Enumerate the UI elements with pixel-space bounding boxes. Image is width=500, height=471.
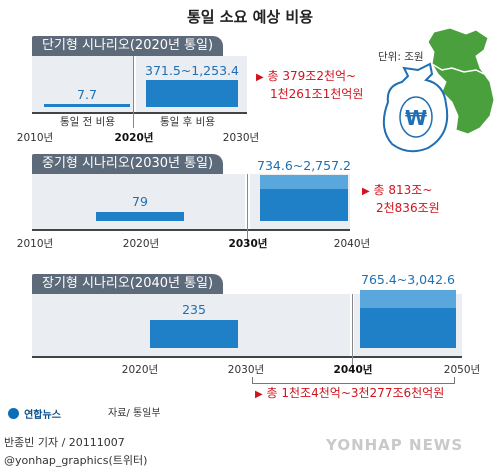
credit-line-1: 반종빈 기자 / 20111007: [4, 436, 125, 449]
s3-year-2050: 2050년: [443, 364, 481, 376]
bar-s1-after-label: 통일 후 비용: [160, 116, 215, 128]
unit-label: 단위: 조원: [378, 51, 424, 63]
s2-year-2040: 2040년: [333, 238, 371, 250]
s2-year-2010: 2010년: [16, 238, 54, 250]
s1-year-2010: 2010년: [16, 132, 54, 144]
scenario-2-title: 중기형 시나리오(2030년 통일): [32, 154, 224, 174]
bar-s1-before-label: 통일 전 비용: [60, 116, 115, 128]
bar-s2-before: [96, 212, 184, 221]
total-arrow-icon: ▶: [255, 389, 263, 400]
watermark: YONHAP NEWS: [326, 436, 464, 454]
s3-year-2030: 2030년: [227, 364, 265, 376]
yonhap-logo: 연합뉴스: [8, 403, 61, 422]
s2-total: ▶ 총 813조~ 2천836조원: [362, 183, 440, 215]
bar-s1-after-value: 371.5~1,253.4: [145, 63, 239, 78]
total-arrow-icon: ▶: [256, 72, 264, 83]
bar-s1-before: [44, 104, 130, 107]
bar-s2-after-value: 734.6~2,757.2: [257, 158, 351, 173]
s1-total: ▶ 총 379조2천억~ 1천261조1천억원: [256, 69, 364, 101]
bar-s3-after-value: 765.4~3,042.6: [361, 272, 455, 287]
s3-year-2040: 2040년: [333, 364, 373, 376]
s2-year-2030: 2030년: [228, 238, 268, 250]
korea-money-bag-illustration: ₩: [382, 27, 495, 153]
bar-s3-before: [150, 320, 238, 348]
total-arrow-icon: ▶: [362, 186, 370, 197]
korea-map-icon: [427, 27, 495, 135]
scenario-1-panel-left: [32, 56, 133, 112]
s3-year-2020: 2020년: [121, 364, 159, 376]
source-note: 자료/ 통일부: [108, 408, 161, 419]
credit-line-2: @yonhap_graphics(트위터): [4, 454, 148, 467]
scenario-1-title: 단기형 시나리오(2020년 통일): [32, 36, 224, 56]
bar-s1-after: [146, 80, 238, 107]
money-bag-icon: [382, 62, 449, 153]
scenario-3-title: 장기형 시나리오(2040년 통일): [32, 274, 224, 294]
bar-s3-before-value: 235: [182, 302, 206, 317]
s2-year-2020: 2020년: [122, 238, 160, 250]
bar-s1-before-value: 7.7: [77, 87, 97, 102]
s3-total: ▶ 총 1천조4천억~3천277조6천억원: [255, 386, 445, 400]
bar-s2-before-value: 79: [132, 194, 148, 209]
s1-year-2020: 2020년: [114, 132, 154, 144]
won-sign-icon: ₩: [405, 106, 427, 130]
page-title: 통일 소요 예상 비용: [186, 8, 314, 26]
s1-year-2030: 2030년: [222, 132, 260, 144]
